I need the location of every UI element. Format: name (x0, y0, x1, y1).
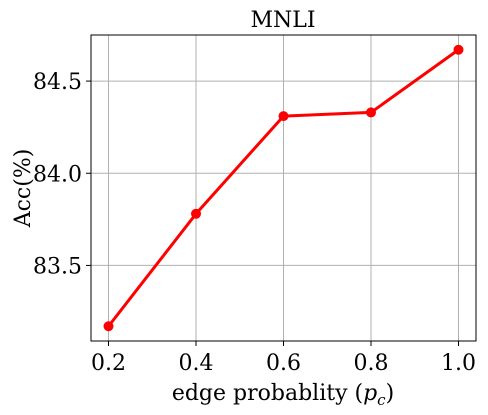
data-point (191, 208, 201, 219)
x-axis-label: edge probablity (pc) (172, 381, 394, 409)
chart-title: MNLI (250, 8, 315, 33)
x-tick-label: 0.8 (354, 351, 389, 376)
y-tick-label: 83.5 (33, 254, 82, 279)
x-tick-label: 0.4 (179, 351, 214, 376)
y-axis: 83.5 84.0 84.5 (33, 70, 91, 279)
data-point (366, 107, 376, 118)
data-point (453, 44, 464, 55)
x-axis: 0.2 0.4 0.6 0.8 1.0 (91, 341, 476, 376)
y-tick-label: 84.5 (33, 70, 82, 95)
data-point (278, 111, 289, 122)
y-tick-label: 84.0 (33, 162, 82, 187)
x-tick-label: 1.0 (441, 351, 476, 376)
y-axis-label: Acc(%) (11, 149, 36, 229)
grid (91, 35, 476, 341)
data-point (103, 321, 114, 332)
series-group (103, 44, 464, 332)
x-tick-label: 0.2 (91, 351, 126, 376)
x-tick-label: 0.6 (266, 351, 301, 376)
